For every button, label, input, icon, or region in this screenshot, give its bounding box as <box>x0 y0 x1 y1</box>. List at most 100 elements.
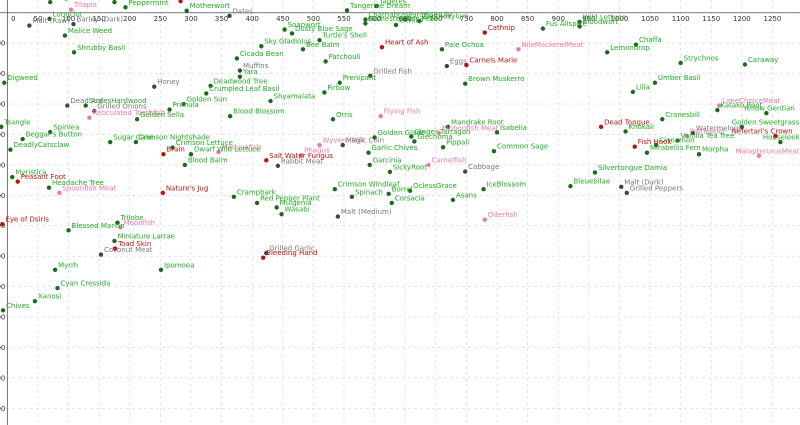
data-point <box>57 190 62 196</box>
point-label: Dead Tongue <box>604 118 650 126</box>
data-point <box>717 103 722 108</box>
data-point <box>15 179 20 184</box>
data-point <box>407 188 413 193</box>
data-point <box>393 22 399 28</box>
point-label: Spirilea <box>53 124 79 132</box>
point-label: Golden Glade <box>378 129 425 137</box>
data-point <box>568 183 573 189</box>
y-tick-label: -1300 <box>0 405 5 413</box>
data-point <box>181 101 186 107</box>
point-label: Patchouli <box>329 53 361 61</box>
x-tick-label: 1000 <box>611 15 629 23</box>
data-point <box>323 59 328 64</box>
point-label: Chives <box>6 302 30 310</box>
data-point <box>161 152 166 157</box>
data-point <box>184 8 189 13</box>
data-point <box>372 135 377 140</box>
data-point <box>445 124 451 130</box>
point-label: Yara <box>242 68 258 76</box>
data-point <box>71 21 76 27</box>
data-point <box>660 117 665 122</box>
point-label: Lemondrop <box>610 44 650 52</box>
data-point <box>10 174 15 180</box>
point-label: Umber Basil <box>658 74 700 82</box>
data-point <box>237 74 243 79</box>
data-point <box>598 124 604 130</box>
x-tick-label: 500 <box>307 15 320 23</box>
x-tick-label: 1200 <box>733 15 751 23</box>
point-label: Peasant Foot <box>21 173 66 181</box>
point-label: Mulgenia <box>280 199 312 207</box>
point-label: Golden Sweetgrass <box>732 118 800 126</box>
point-label: Blessed Marian <box>72 222 125 230</box>
data-point <box>123 5 128 10</box>
point-label: Deadwood Tree <box>214 77 268 85</box>
data-point <box>417 18 422 24</box>
data-point <box>623 129 628 134</box>
data-point <box>98 252 104 257</box>
data-point <box>337 80 342 85</box>
point-label: Grilled Fish <box>373 67 412 75</box>
point-label: Mirabellis Fern <box>650 144 701 152</box>
point-label: Cabbage <box>468 163 499 171</box>
data-point <box>462 81 468 86</box>
data-point <box>47 0 53 5</box>
x-tick-label: 150 <box>92 15 105 23</box>
point-label: Cyan Cressida <box>61 280 111 288</box>
x-tick-label: 900 <box>552 15 565 23</box>
data-point <box>227 114 233 119</box>
point-label: Spinach <box>355 188 383 196</box>
point-label: Glechoma <box>417 133 452 141</box>
data-point <box>231 194 237 200</box>
data-point <box>62 33 68 38</box>
data-point <box>349 194 355 200</box>
data-point <box>540 26 546 31</box>
data-point <box>160 190 166 196</box>
data-point <box>409 134 414 139</box>
data-point <box>47 129 53 135</box>
data-point <box>644 150 650 155</box>
x-tick-label: 200 <box>123 15 136 23</box>
data-point <box>619 184 624 189</box>
data-point <box>482 30 487 35</box>
point-label: Digweed <box>7 74 38 82</box>
point-label: Golden Sun <box>187 96 227 104</box>
data-point <box>289 31 295 36</box>
data-point <box>112 238 117 244</box>
data-point <box>577 24 582 29</box>
data-point <box>516 47 521 52</box>
data-point <box>237 68 243 73</box>
data-point <box>653 142 659 148</box>
data-point <box>264 250 269 256</box>
y-tick-label: -1200 <box>0 374 5 382</box>
data-point <box>491 148 497 154</box>
data-point <box>274 205 279 210</box>
point-label: Bleeding Hand <box>266 249 317 257</box>
y-tick-label: -500 <box>0 161 5 169</box>
data-point <box>592 170 598 175</box>
data-point <box>696 152 702 157</box>
data-point <box>764 110 769 116</box>
data-point <box>690 130 696 136</box>
point-label: Heart of Ash <box>385 39 429 47</box>
point-label: Tsangle <box>3 118 30 126</box>
point-label: Strychnos <box>684 54 719 62</box>
point-label: Ipomoea <box>164 261 195 269</box>
x-tick-label: 50 <box>33 15 42 23</box>
data-point <box>260 255 266 260</box>
data-point <box>344 8 350 13</box>
y-tick-label: -200 <box>0 70 5 78</box>
point-label: Tamarask <box>116 0 151 2</box>
data-point <box>178 0 183 4</box>
data-point <box>366 150 371 155</box>
data-point <box>389 200 394 206</box>
data-point <box>55 285 60 291</box>
point-label: Crumpled Leaf Basil <box>209 85 279 93</box>
point-label: Mandrake Root <box>451 118 504 126</box>
y-tick-label: -900 <box>0 283 5 291</box>
x-tick-label: 1150 <box>702 15 720 23</box>
data-point <box>482 217 487 222</box>
data-point <box>378 114 383 119</box>
y-tick-label: -400 <box>0 131 5 139</box>
